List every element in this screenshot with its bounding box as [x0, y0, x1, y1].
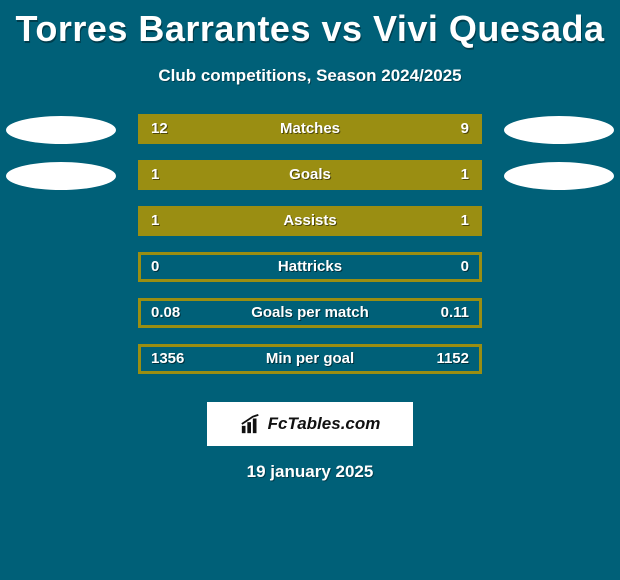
brand-text: FcTables.com — [268, 414, 381, 434]
stat-row: 13561152Min per goal — [0, 344, 620, 390]
player-oval-right — [504, 116, 614, 144]
comparison-infographic: Torres Barrantes vs Vivi Quesada Club co… — [0, 0, 620, 580]
stat-label: Matches — [141, 117, 479, 141]
stat-label: Goals per match — [141, 301, 479, 325]
stat-row: 00Hattricks — [0, 252, 620, 298]
player-oval-left — [6, 162, 116, 190]
stat-label: Min per goal — [141, 347, 479, 371]
stat-row: 129Matches — [0, 114, 620, 160]
stat-bar: 11Goals — [138, 160, 482, 190]
stat-row: 0.080.11Goals per match — [0, 298, 620, 344]
stat-rows: 129Matches 11Goals 11Assists 00Hattricks 0.0… — [0, 114, 620, 390]
player-oval-left — [6, 116, 116, 144]
stat-bar: 0.080.11Goals per match — [138, 298, 482, 328]
stat-bar: 13561152Min per goal — [138, 344, 482, 374]
stat-bar: 129Matches — [138, 114, 482, 144]
stat-row: 11Assists — [0, 206, 620, 252]
stat-label: Hattricks — [141, 255, 479, 279]
stat-row: 11Goals — [0, 160, 620, 206]
player-oval-right — [504, 162, 614, 190]
brand-badge: FcTables.com — [207, 402, 413, 446]
stat-label: Assists — [141, 209, 479, 233]
stat-label: Goals — [141, 163, 479, 187]
stat-bar: 11Assists — [138, 206, 482, 236]
stat-bar: 00Hattricks — [138, 252, 482, 282]
date-text: 19 january 2025 — [0, 462, 620, 482]
page-title: Torres Barrantes vs Vivi Quesada — [0, 0, 620, 50]
chart-icon — [240, 413, 262, 435]
subtitle: Club competitions, Season 2024/2025 — [0, 66, 620, 86]
